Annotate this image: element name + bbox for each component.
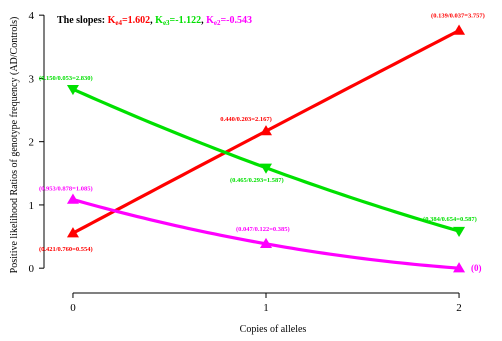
- point-label-e4: (0.139/0.037=3.757): [431, 13, 485, 20]
- x-axis-label: Copies of alleles: [240, 324, 307, 335]
- y-tick-label: 4: [29, 10, 35, 22]
- data-point-e2: [66, 193, 79, 204]
- y-axis-label: Positive likelihood Ratios of genotype f…: [9, 17, 20, 274]
- point-label-e2: (0.953/0.878=1.085): [39, 186, 93, 193]
- point-label-e2: (0): [471, 263, 482, 273]
- point-labels: (0.421/0.760=0.554) 0.440/0.203=2.167) (0.…: [39, 13, 485, 274]
- data-point-e2: [453, 262, 466, 273]
- slopes-prefix: The slopes:: [57, 15, 105, 26]
- y-ticks: 0 1 2 3 4: [29, 10, 44, 275]
- data-point-e3: [260, 163, 272, 174]
- y-tick-label: 2: [29, 137, 35, 149]
- data-point-e3: [66, 84, 79, 96]
- point-label-e4: 0.440/0.203=2.167): [220, 116, 272, 123]
- x-tick-label: 0: [70, 302, 76, 314]
- data-point-e2: [260, 237, 272, 249]
- slope-e4: Ke4=1.602: [108, 15, 151, 27]
- point-label-e3: (0.384/0.654=0.587): [423, 216, 477, 223]
- point-label-e3: (0.465/0.293=1.587): [230, 177, 284, 184]
- data-point-e4: [453, 24, 466, 35]
- series-line-e2: [72, 198, 460, 270]
- x-tick-label: 2: [456, 302, 462, 314]
- y-tick-label: 1: [29, 200, 35, 212]
- point-label-e3: (0.150/0.053=2.830): [39, 75, 93, 82]
- y-tick-label: 0: [29, 263, 35, 275]
- point-label-e2: (0.047/0.122=0.385): [236, 226, 290, 233]
- axes: 0 1 2 3 4 0 1 2: [29, 10, 462, 314]
- data-point-e4: [66, 227, 79, 238]
- slope-e3: Ke3=-1.122: [155, 15, 201, 27]
- point-label-e4: (0.421/0.760=0.554): [39, 246, 93, 253]
- data-point-e4: [260, 125, 272, 136]
- y-tick-label: 3: [29, 73, 35, 85]
- slope-e2: Ke2=-0.543: [206, 15, 252, 27]
- x-tick-label: 1: [263, 302, 269, 314]
- series-line-e3: [72, 87, 460, 233]
- data-point-e3: [453, 226, 466, 238]
- slopes-annotation: The slopes: Ke4=1.602, Ke3=-1.122, Ke2=-…: [57, 15, 252, 27]
- series-markers: [66, 24, 466, 273]
- x-ticks: 0 1 2: [70, 293, 462, 314]
